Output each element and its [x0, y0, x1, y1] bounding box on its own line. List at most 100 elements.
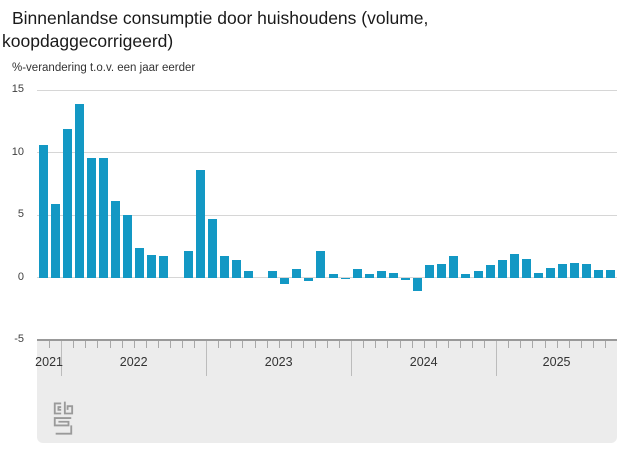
chart-title-line2: koopdaggecorrigeerd)	[2, 31, 174, 51]
bar-2022-12[interactable]	[195, 170, 205, 278]
bar-2022-03[interactable]	[86, 157, 96, 278]
gridline-5	[37, 214, 617, 216]
month-tick	[109, 341, 111, 348]
month-tick	[49, 341, 51, 348]
bar-2022-07[interactable]	[135, 247, 145, 278]
month-tick	[387, 341, 389, 348]
month-tick	[411, 341, 413, 348]
y-axis-tick-label: 5	[17, 208, 24, 220]
month-tick	[278, 341, 280, 348]
bar-2023-10[interactable]	[316, 251, 326, 278]
month-tick	[580, 341, 582, 348]
gridline-0	[37, 277, 617, 278]
month-tick	[399, 341, 401, 348]
month-tick	[375, 341, 377, 348]
bar-2023-03[interactable]	[231, 260, 241, 278]
bar-2023-08[interactable]	[292, 268, 302, 278]
bar-2024-02[interactable]	[364, 273, 374, 278]
month-tick	[459, 341, 461, 348]
bar-2024-08[interactable]	[437, 263, 447, 278]
y-axis-tick-label: 15	[11, 83, 24, 95]
month-tick	[194, 341, 196, 348]
logo-letter-c	[53, 402, 62, 415]
bar-2022-08[interactable]	[147, 255, 157, 278]
bar-2025-05[interactable]	[546, 267, 556, 278]
bar-2024-09[interactable]	[449, 256, 459, 278]
bar-2024-12[interactable]	[485, 265, 495, 278]
y-axis-tick-label: 10	[11, 145, 24, 158]
bar-2022-06[interactable]	[123, 215, 133, 278]
bar-2022-09[interactable]	[159, 256, 169, 278]
bar-2024-10[interactable]	[461, 273, 471, 278]
month-tick	[447, 341, 449, 348]
month-tick	[435, 341, 437, 348]
month-tick	[568, 341, 570, 348]
month-tick	[242, 341, 244, 348]
logo-letter-b	[63, 401, 74, 415]
month-tick	[363, 341, 365, 348]
bar-2025-02[interactable]	[509, 253, 519, 278]
month-tick	[97, 341, 99, 348]
bar-2024-03[interactable]	[376, 271, 386, 278]
bar-2023-02[interactable]	[219, 256, 229, 278]
bar-chart-plot-area	[37, 89, 617, 340]
year-label-2023: 2023	[264, 355, 293, 369]
year-boundary-line	[61, 341, 63, 376]
bar-2025-03[interactable]	[521, 258, 531, 278]
month-tick	[520, 341, 522, 348]
bar-2025-09[interactable]	[594, 270, 604, 278]
month-tick	[484, 341, 486, 348]
month-tick	[302, 341, 304, 348]
bar-2021-11[interactable]	[38, 145, 48, 278]
month-tick	[230, 341, 232, 348]
logo-letter-s	[53, 417, 72, 427]
month-tick	[266, 341, 268, 348]
month-tick	[472, 341, 473, 348]
bar-2024-11[interactable]	[473, 271, 483, 278]
month-tick	[254, 341, 256, 348]
bar-2023-11[interactable]	[328, 273, 338, 278]
bar-2024-05[interactable]	[401, 277, 411, 280]
month-tick	[423, 341, 425, 348]
bar-2022-02[interactable]	[74, 103, 84, 278]
bar-2021-12[interactable]	[50, 203, 60, 278]
year-label-2021: 2021	[35, 355, 63, 369]
bar-2025-08[interactable]	[582, 263, 592, 278]
bar-2023-07[interactable]	[280, 277, 290, 284]
bar-2025-01[interactable]	[497, 260, 507, 278]
bar-2022-01[interactable]	[62, 128, 72, 278]
bar-2022-11[interactable]	[183, 251, 193, 278]
month-tick	[532, 341, 534, 348]
bar-2022-04[interactable]	[98, 157, 108, 278]
month-tick	[592, 341, 594, 348]
bar-2025-04[interactable]	[533, 272, 543, 278]
bar-2024-07[interactable]	[425, 265, 435, 278]
month-tick	[133, 341, 135, 348]
bar-2025-07[interactable]	[570, 262, 580, 278]
month-tick	[339, 341, 341, 348]
month-tick	[145, 341, 147, 348]
bar-2023-04[interactable]	[243, 271, 253, 278]
bar-2025-10[interactable]	[606, 270, 616, 278]
time-axis-scrubber[interactable]: 2021 2022 2023 2024 2025	[35, 339, 617, 443]
bar-2023-09[interactable]	[304, 277, 314, 282]
month-tick	[157, 341, 159, 348]
bar-2023-06[interactable]	[268, 271, 278, 278]
year-boundary-line	[206, 341, 208, 376]
bar-2023-12[interactable]	[340, 277, 350, 279]
month-tick	[327, 341, 328, 348]
month-tick	[85, 341, 87, 348]
year-label-2022: 2022	[119, 355, 148, 369]
chart-title-line1: Binnenlandse consumptie door huishoudens…	[12, 8, 429, 28]
gridline-15	[37, 89, 617, 91]
bar-2023-01[interactable]	[207, 218, 217, 278]
bar-2022-05[interactable]	[111, 201, 121, 278]
y-axis-tick-label: -5	[14, 333, 24, 345]
bar-2024-01[interactable]	[352, 268, 362, 278]
gridline-10	[37, 152, 617, 153]
year-label-2025: 2025	[542, 355, 571, 369]
bar-2024-04[interactable]	[388, 272, 398, 278]
month-tick	[218, 341, 220, 348]
bar-2024-06[interactable]	[413, 277, 423, 292]
bar-2025-06[interactable]	[558, 263, 568, 278]
